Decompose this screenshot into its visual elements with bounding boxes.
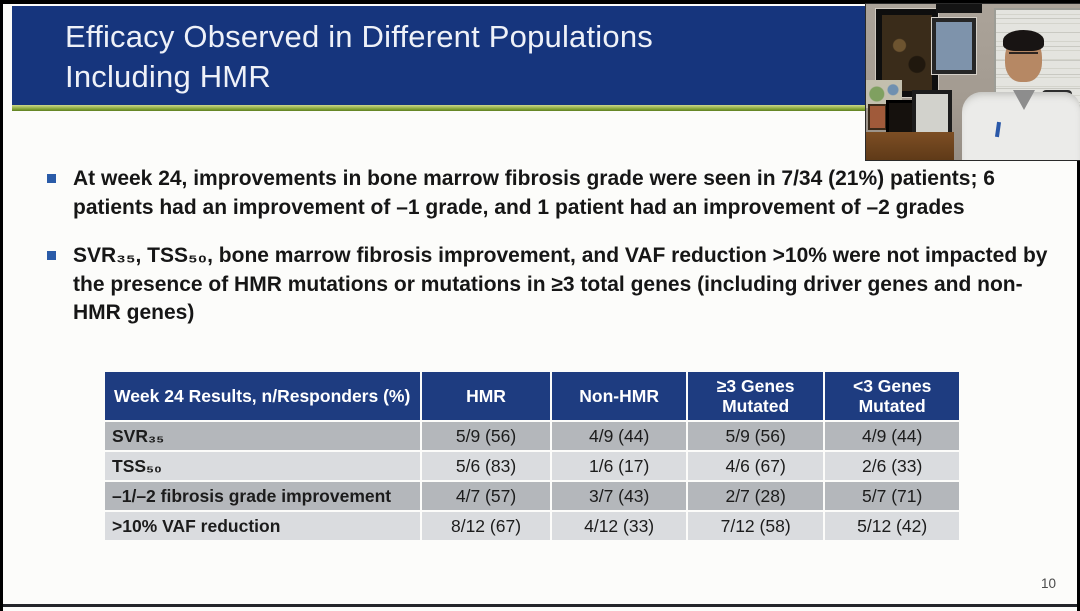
table-header-cell: HMR: [421, 372, 551, 420]
wall-photo-frame: [932, 18, 976, 74]
slide-bottom-border: [3, 604, 1077, 607]
value-cell: 4/12 (33): [552, 512, 686, 540]
presenter-hair: [1003, 30, 1044, 51]
presentation-slide: Efficacy Observed in Different Populatio…: [3, 3, 1080, 611]
value-cell: 5/9 (56): [687, 422, 824, 450]
value-cell: 8/12 (67): [421, 512, 551, 540]
value-cell: 2/7 (28): [687, 482, 824, 510]
bullet-square-icon: [47, 174, 56, 183]
table-header-cell: <3 Genes Mutated: [825, 372, 959, 420]
wall-frame-top-icon: [936, 4, 982, 13]
value-cell: 1/6 (17): [552, 452, 686, 480]
value-cell: 4/9 (44): [825, 422, 959, 450]
bullet-text: SVR₃₅, TSS₅₀, bone marrow fibrosis impro…: [73, 244, 1048, 324]
value-cell: 5/7 (71): [825, 482, 959, 510]
table-header-row: Week 24 Results, n/Responders (%) HMR Non-…: [105, 372, 959, 420]
row-label-cell: –1/–2 fibrosis grade improvement: [105, 482, 420, 510]
bullet-text: At week 24, improvements in bone marrow …: [73, 167, 995, 219]
slide-header: Efficacy Observed in Different Populatio…: [12, 6, 868, 105]
value-cell: 4/6 (67): [687, 452, 824, 480]
row-label-cell: SVR₃₅: [105, 422, 420, 450]
value-cell: 4/7 (57): [421, 482, 551, 510]
table-row: –1/–2 fibrosis grade improvement 4/7 (57)…: [105, 482, 959, 510]
header-accent-rule: [12, 105, 868, 111]
table-header-cell: Week 24 Results, n/Responders (%): [105, 372, 420, 420]
value-cell: 2/6 (33): [825, 452, 959, 480]
value-cell: 4/9 (44): [552, 422, 686, 450]
value-cell: 5/6 (83): [421, 452, 551, 480]
table-row: >10% VAF reduction 8/12 (67) 4/12 (33) 7/12…: [105, 512, 959, 540]
table-header-cell: Non-HMR: [552, 372, 686, 420]
row-label-cell: >10% VAF reduction: [105, 512, 420, 540]
slide-title-line2: Including HMR: [65, 59, 271, 94]
slide-title: Efficacy Observed in Different Populatio…: [12, 6, 868, 97]
value-cell: 7/12 (58): [687, 512, 824, 540]
bullet-item: SVR₃₅, TSS₅₀, bone marrow fibrosis impro…: [47, 242, 1049, 328]
table-header-cell: ≥3 Genes Mutated: [687, 372, 824, 420]
slide-title-line1: Efficacy Observed in Different Populatio…: [65, 19, 653, 54]
page-number: 10: [1040, 576, 1056, 591]
table-row: SVR₃₅ 5/9 (56) 4/9 (44) 5/9 (56) 4/9 (44): [105, 422, 959, 450]
results-table: Week 24 Results, n/Responders (%) HMR Non-…: [103, 370, 961, 542]
row-label-cell: TSS₅₀: [105, 452, 420, 480]
bullet-square-icon: [47, 251, 56, 260]
value-cell: 5/9 (56): [421, 422, 551, 450]
presenter-glasses: [1009, 52, 1038, 60]
bullet-item: At week 24, improvements in bone marrow …: [47, 165, 1049, 222]
bullet-list: At week 24, improvements in bone marrow …: [47, 165, 1049, 348]
value-cell: 5/12 (42): [825, 512, 959, 540]
desk-picture: [868, 104, 887, 130]
webcam-feed: [865, 3, 1080, 161]
table-row: TSS₅₀ 5/6 (83) 1/6 (17) 4/6 (67) 2/6 (33): [105, 452, 959, 480]
wooden-desk: [866, 132, 954, 160]
value-cell: 3/7 (43): [552, 482, 686, 510]
